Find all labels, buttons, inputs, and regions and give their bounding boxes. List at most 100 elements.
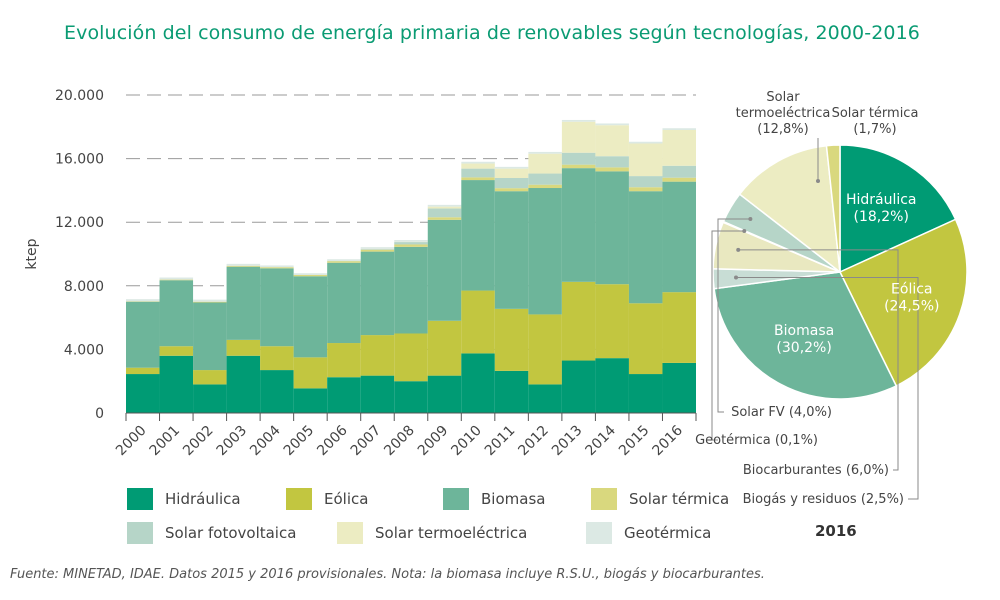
bar-segment — [260, 267, 294, 269]
bar-segment — [360, 247, 395, 249]
bar-segment — [628, 143, 663, 177]
pie-label: Biomasa — [774, 323, 834, 339]
bar-segment — [394, 242, 428, 245]
pie-marks — [712, 144, 968, 400]
bar-segment — [327, 343, 361, 378]
legend-swatch — [127, 488, 153, 510]
x-tick-label: 2000 — [113, 423, 150, 460]
bar-segment — [662, 362, 696, 413]
bar-segment — [561, 152, 596, 165]
y-tick-label: 20.000 — [55, 88, 104, 104]
legend-swatch — [286, 488, 312, 510]
bar-segment — [494, 191, 529, 309]
legend-item: Geotérmica — [586, 522, 711, 544]
bar-segment — [394, 381, 428, 413]
bar-segment — [628, 374, 663, 413]
pie-slice — [839, 144, 957, 274]
bar-segment — [662, 292, 696, 363]
bar-segment — [427, 219, 462, 321]
bar-segment — [461, 177, 495, 181]
pie-slice — [738, 144, 841, 274]
bar-segment — [528, 173, 562, 185]
x-tick-label: 2006 — [314, 422, 351, 459]
bar-segment — [561, 164, 596, 169]
bar-segment — [427, 320, 462, 376]
bar-segment — [662, 177, 696, 182]
bar-segment — [528, 184, 562, 189]
bar-segment — [595, 284, 629, 359]
footnote: Fuente: MINETAD, IDAE. Datos 2015 y 2016… — [10, 567, 765, 582]
leader-dot — [816, 179, 820, 184]
bar-segment — [226, 263, 261, 266]
x-tick-label: 2012 — [515, 423, 552, 460]
bar-segment — [327, 377, 361, 413]
bar-segment — [360, 249, 395, 252]
pie-label: Biocarburantes (6,0%) — [743, 463, 889, 478]
bar-segment — [494, 168, 529, 178]
legend-item: Solar termoeléctrica — [337, 522, 527, 544]
legend-label: Eólica — [324, 490, 369, 508]
pie-label: Eólica — [891, 282, 932, 298]
bar-segment — [494, 370, 529, 413]
pie-leaders — [711, 138, 919, 500]
bar-segment — [595, 123, 629, 126]
bar-segment — [528, 188, 562, 315]
bar-segment — [226, 339, 261, 356]
pie-labels: Hidráulica(18,2%) Eólica(24,5%) Biomasa(30… — [695, 90, 939, 507]
x-tick-label: 2005 — [281, 423, 318, 460]
leader-line — [738, 249, 899, 471]
bar-segment — [528, 384, 562, 413]
x-tick-label: 2004 — [247, 422, 284, 459]
x-tick-label: 2001 — [147, 423, 184, 460]
bar-segment — [327, 262, 361, 344]
bar-segment — [159, 346, 194, 356]
pie-slice — [825, 144, 841, 273]
bar-segment — [394, 240, 428, 242]
x-tick-label: 2009 — [415, 423, 452, 460]
x-tick-label: 2016 — [650, 422, 687, 459]
bar-segment — [595, 171, 629, 285]
x-tick-label: 2003 — [214, 423, 251, 460]
legend-label: Biomasa — [481, 490, 546, 508]
bar-segment — [193, 370, 227, 385]
bar-segment — [494, 166, 529, 169]
bar-segment — [126, 367, 160, 375]
pie-title: 2016 — [815, 522, 857, 540]
legend-item: Solar térmica — [591, 488, 729, 510]
y-tick-label: 12.000 — [55, 215, 104, 231]
pie-label: Solar — [766, 90, 800, 105]
bar-segment — [662, 181, 696, 293]
legend-swatch — [337, 522, 363, 544]
bar-segment — [193, 301, 227, 303]
bar-segment — [628, 187, 663, 192]
bar-segment — [126, 301, 160, 368]
bar-segment — [461, 290, 495, 354]
bar-segment — [260, 346, 294, 371]
bar-segment — [494, 177, 529, 189]
bar-segment — [461, 168, 495, 178]
bar-segment — [595, 156, 629, 168]
leader-dot — [736, 247, 741, 252]
x-tick-label: 2015 — [616, 423, 653, 460]
pie-label: (12,8%) — [757, 122, 808, 137]
bar-segment — [628, 303, 663, 375]
x-tick-label: 2011 — [482, 423, 519, 460]
bar-marks — [126, 119, 696, 413]
bar-segment — [427, 217, 462, 220]
x-tick-label: 2007 — [348, 423, 385, 460]
bar-segment — [159, 279, 194, 281]
y-axis-label: ktep — [24, 238, 40, 269]
bar-segment — [159, 280, 194, 347]
bar-segment — [595, 358, 629, 413]
bar-segment — [561, 281, 596, 361]
bar-segment — [226, 265, 261, 267]
bar-segment — [226, 355, 261, 413]
bar-segment — [260, 268, 294, 347]
bar-segment — [662, 128, 696, 130]
x-tick-label: 2010 — [448, 423, 485, 460]
x-tick-label: 2002 — [180, 423, 217, 460]
bar-segment — [595, 167, 629, 172]
leader-dot — [734, 275, 739, 280]
bar-segment — [293, 276, 328, 358]
